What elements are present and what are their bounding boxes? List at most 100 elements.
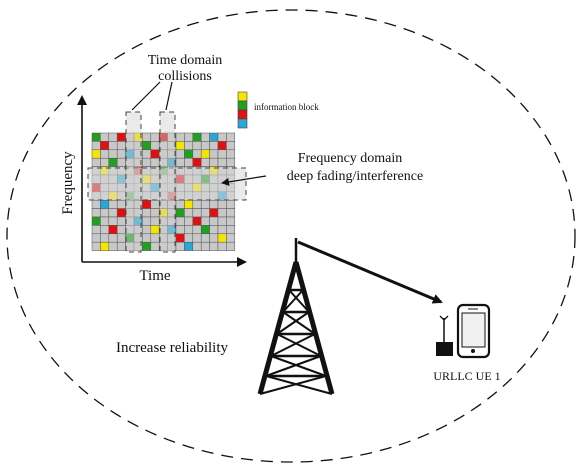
grid-cell xyxy=(226,141,236,151)
grid-cell xyxy=(142,199,152,209)
grid-cell xyxy=(226,225,236,235)
grid-cell xyxy=(175,199,185,209)
grid-cell xyxy=(142,208,152,218)
grid-cell xyxy=(217,241,227,251)
coverage-boundary xyxy=(6,9,576,463)
grid-cell xyxy=(142,241,152,251)
legend-swatch xyxy=(237,118,248,129)
grid-cell xyxy=(209,132,219,142)
grid-cell xyxy=(142,149,152,159)
grid-cell xyxy=(91,216,101,226)
grid-cell xyxy=(116,141,126,151)
grid-cell xyxy=(184,225,194,235)
grid-cell xyxy=(209,149,219,159)
grid-cell xyxy=(108,241,118,251)
grid-cell xyxy=(200,241,210,251)
grid-cell xyxy=(175,208,185,218)
grid-cell xyxy=(100,199,110,209)
grid-cell xyxy=(217,149,227,159)
grid-cell xyxy=(108,132,118,142)
grid-cell xyxy=(116,157,126,167)
grid-cell xyxy=(100,216,110,226)
grid-cell xyxy=(142,157,152,167)
grid-cell xyxy=(108,141,118,151)
grid-cell xyxy=(91,225,101,235)
grid-cell xyxy=(192,132,202,142)
grid-cell xyxy=(217,199,227,209)
grid-cell xyxy=(91,241,101,251)
grid-cell xyxy=(91,199,101,209)
grid-cell xyxy=(108,216,118,226)
collisions-label-line1: Time domain xyxy=(148,53,223,68)
grid-cell xyxy=(209,225,219,235)
grid-cell xyxy=(184,141,194,151)
grid-cell xyxy=(175,157,185,167)
grid-cell xyxy=(108,157,118,167)
grid-cell xyxy=(150,199,160,209)
grid-cell xyxy=(184,157,194,167)
grid-cell xyxy=(108,233,118,243)
frequency-domain-label-line2: deep fading/interference xyxy=(287,169,423,184)
grid-cell xyxy=(217,208,227,218)
grid-cell xyxy=(116,132,126,142)
grid-cell xyxy=(150,241,160,251)
grid-cell xyxy=(116,199,126,209)
grid-cell xyxy=(100,241,110,251)
fading-callout-arrow xyxy=(221,175,267,186)
grid-cell xyxy=(184,216,194,226)
grid-cell xyxy=(100,225,110,235)
grid-cell xyxy=(116,208,126,218)
grid-cell xyxy=(142,141,152,151)
grid-cell xyxy=(192,241,202,251)
interference-band xyxy=(87,167,247,201)
grid-cell xyxy=(108,225,118,235)
grid-cell xyxy=(226,157,236,167)
grid-cell xyxy=(192,233,202,243)
grid-cell xyxy=(175,225,185,235)
grid-cell xyxy=(175,233,185,243)
legend-swatch xyxy=(237,91,248,102)
info-block-label: information block xyxy=(254,102,319,112)
grid-cell xyxy=(200,216,210,226)
smartphone-icon xyxy=(456,303,491,359)
grid-cell xyxy=(91,233,101,243)
collision-column-1 xyxy=(125,111,142,253)
grid-cell xyxy=(226,149,236,159)
grid-cell xyxy=(108,208,118,218)
legend-swatch xyxy=(237,100,248,111)
grid-cell xyxy=(184,132,194,142)
grid-cell xyxy=(200,199,210,209)
grid-cell xyxy=(91,157,101,167)
grid-cell xyxy=(108,149,118,159)
grid-cell xyxy=(217,157,227,167)
grid-cell xyxy=(175,241,185,251)
grid-cell xyxy=(200,132,210,142)
grid-cell xyxy=(150,132,160,142)
grid-cell xyxy=(184,233,194,243)
grid-cell xyxy=(150,141,160,151)
collision-column-2 xyxy=(159,111,176,253)
grid-cell xyxy=(108,199,118,209)
grid-cell xyxy=(175,149,185,159)
legend xyxy=(237,91,248,129)
grid-cell xyxy=(150,216,160,226)
grid-cell xyxy=(175,216,185,226)
grid-cell xyxy=(200,149,210,159)
grid-cell xyxy=(116,241,126,251)
grid-cell xyxy=(192,199,202,209)
frequency-domain-label-line1: Frequency domain xyxy=(298,151,403,166)
grid-cell xyxy=(192,208,202,218)
collision-callout-1 xyxy=(131,81,161,111)
ue-device-icon xyxy=(436,315,453,356)
grid-cell xyxy=(175,141,185,151)
grid-cell xyxy=(209,233,219,243)
grid-cell xyxy=(200,157,210,167)
downlink-arrow xyxy=(297,240,443,304)
grid-cell xyxy=(226,199,236,209)
grid-cell xyxy=(91,149,101,159)
grid-cell xyxy=(209,208,219,218)
grid-cell xyxy=(91,208,101,218)
grid-cell xyxy=(192,149,202,159)
